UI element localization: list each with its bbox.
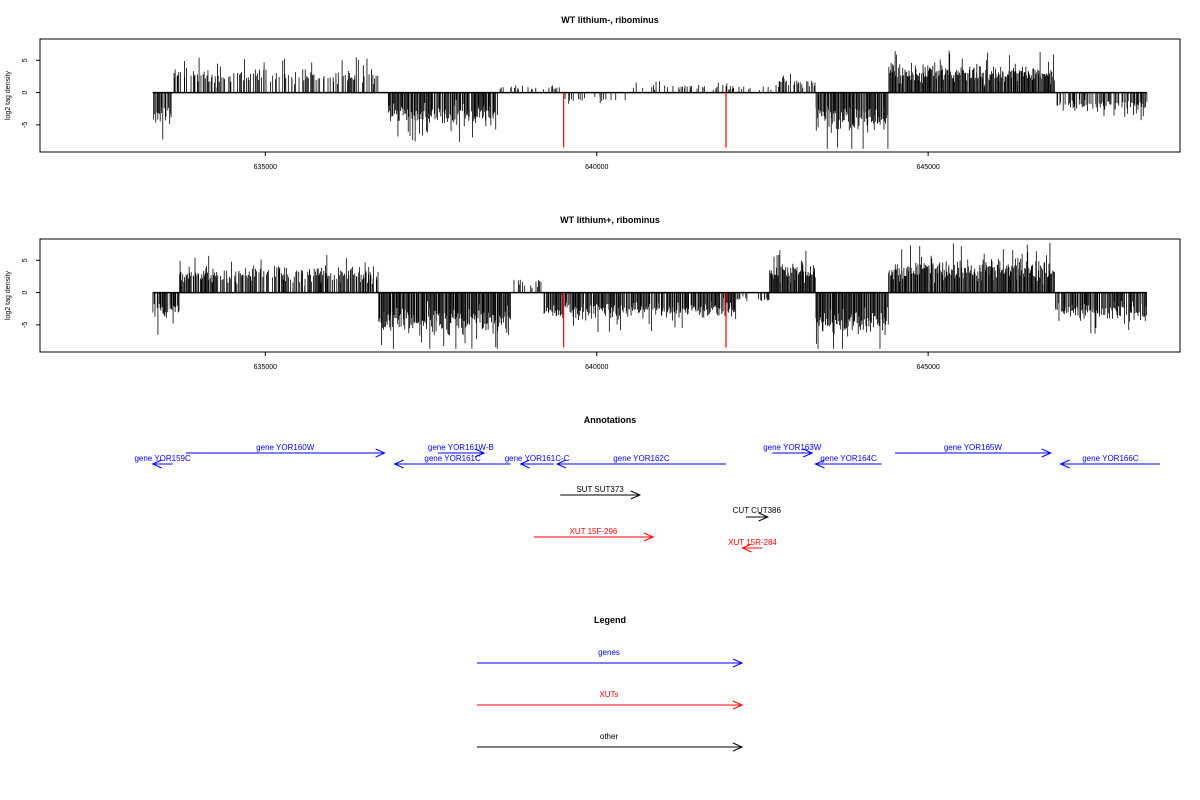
arrow-head [151, 459, 162, 469]
arrow-head [814, 459, 825, 469]
feature-label: gene YOR163W [763, 443, 822, 452]
arrow-head [1041, 448, 1052, 458]
plot-frame [39, 38, 1181, 153]
y-tick-label: -5 [22, 322, 29, 328]
feature-label: gene YOR162C [613, 454, 670, 463]
feature-arrow [555, 459, 726, 469]
arrow-head [393, 459, 404, 469]
arrow-head [519, 459, 530, 469]
x-tick-label: 635000 [254, 164, 277, 171]
panel-title: WT lithium-, ribominus [561, 15, 659, 25]
y-tick-label: 5 [22, 258, 29, 262]
feature-arrow [772, 448, 814, 458]
arrow-head [732, 742, 744, 752]
arrow-head [732, 700, 744, 710]
density-bars [153, 50, 1148, 149]
legend-label: other [600, 732, 619, 741]
y-tick-label: 0 [22, 91, 29, 95]
y-axis-label: log2 tag density [5, 70, 12, 120]
feature-label: gene YOR166C [1082, 454, 1139, 463]
arrow-head [630, 490, 642, 500]
arrow-head [555, 459, 567, 469]
feature-arrow [185, 448, 386, 458]
legend-label: genes [598, 648, 620, 657]
feature-label: SUT SUT373 [576, 485, 624, 494]
arrow-head [741, 543, 752, 553]
y-tick-label: -5 [22, 122, 29, 128]
arrow-head [643, 532, 655, 542]
feature-label: XUT 15R-284 [728, 538, 777, 547]
x-tick-label: 640000 [585, 364, 608, 371]
feature-arrow [741, 543, 763, 553]
plot-frame [39, 238, 1181, 353]
feature-arrow [393, 459, 511, 469]
feature-arrow [560, 490, 642, 500]
y-axis-label: log2 tag density [5, 270, 12, 320]
x-tick-label: 635000 [254, 364, 277, 371]
arrow-head [758, 512, 769, 522]
feature-label: gene YOR165W [944, 443, 1003, 452]
arrow-head [732, 658, 744, 668]
density-bars [152, 242, 1147, 349]
x-tick-label: 645000 [916, 164, 939, 171]
y-tick-label: 5 [22, 58, 29, 62]
arrow-head [375, 448, 386, 458]
feature-arrow [437, 448, 486, 458]
panel-title: WT lithium+, ribominus [560, 215, 660, 225]
feature-arrow [519, 459, 554, 469]
annotations-title: Annotations [584, 415, 637, 425]
legend-title: Legend [594, 615, 626, 625]
feature-arrow [745, 512, 769, 522]
feature-label: CUT CUT386 [733, 506, 782, 515]
feature-arrow [533, 532, 655, 542]
feature-label: gene YOR161W-B [428, 443, 494, 452]
feature-label: gene YOR159C [134, 454, 191, 463]
arrow-head [802, 448, 814, 458]
feature-arrow [814, 459, 882, 469]
feature-arrow [151, 459, 173, 469]
legend-panel: Legend genes XUTs other [477, 615, 744, 752]
feature-label: gene YOR164C [820, 454, 877, 463]
track-panel-lithium-minus: WT lithium-, ribominus -5 0 5 log2 tag densi… [5, 15, 1181, 171]
feature-label: XUT 15F-296 [569, 527, 617, 536]
feature-label: gene YOR161C [424, 454, 481, 463]
feature-arrow [1059, 459, 1161, 469]
feature-label: gene YOR160W [256, 443, 315, 452]
legend-arrow [477, 742, 744, 752]
arrow-head [474, 448, 486, 458]
arrow-head [1059, 459, 1070, 469]
y-tick-label: 0 [22, 291, 29, 295]
legend-label: XUTs [599, 690, 618, 699]
x-tick-label: 640000 [585, 164, 608, 171]
x-tick-label: 645000 [916, 364, 939, 371]
annotations-panel: Annotations gene YOR159C gene YOR160W gene … [134, 415, 1161, 553]
feature-label: gene YOR161C-C [505, 454, 570, 463]
legend-arrow [477, 700, 744, 710]
track-panel-lithium-plus: WT lithium+, ribominus -5 0 5 log2 tag densi… [5, 215, 1181, 371]
feature-arrow [895, 448, 1052, 458]
legend-arrow [477, 658, 744, 668]
